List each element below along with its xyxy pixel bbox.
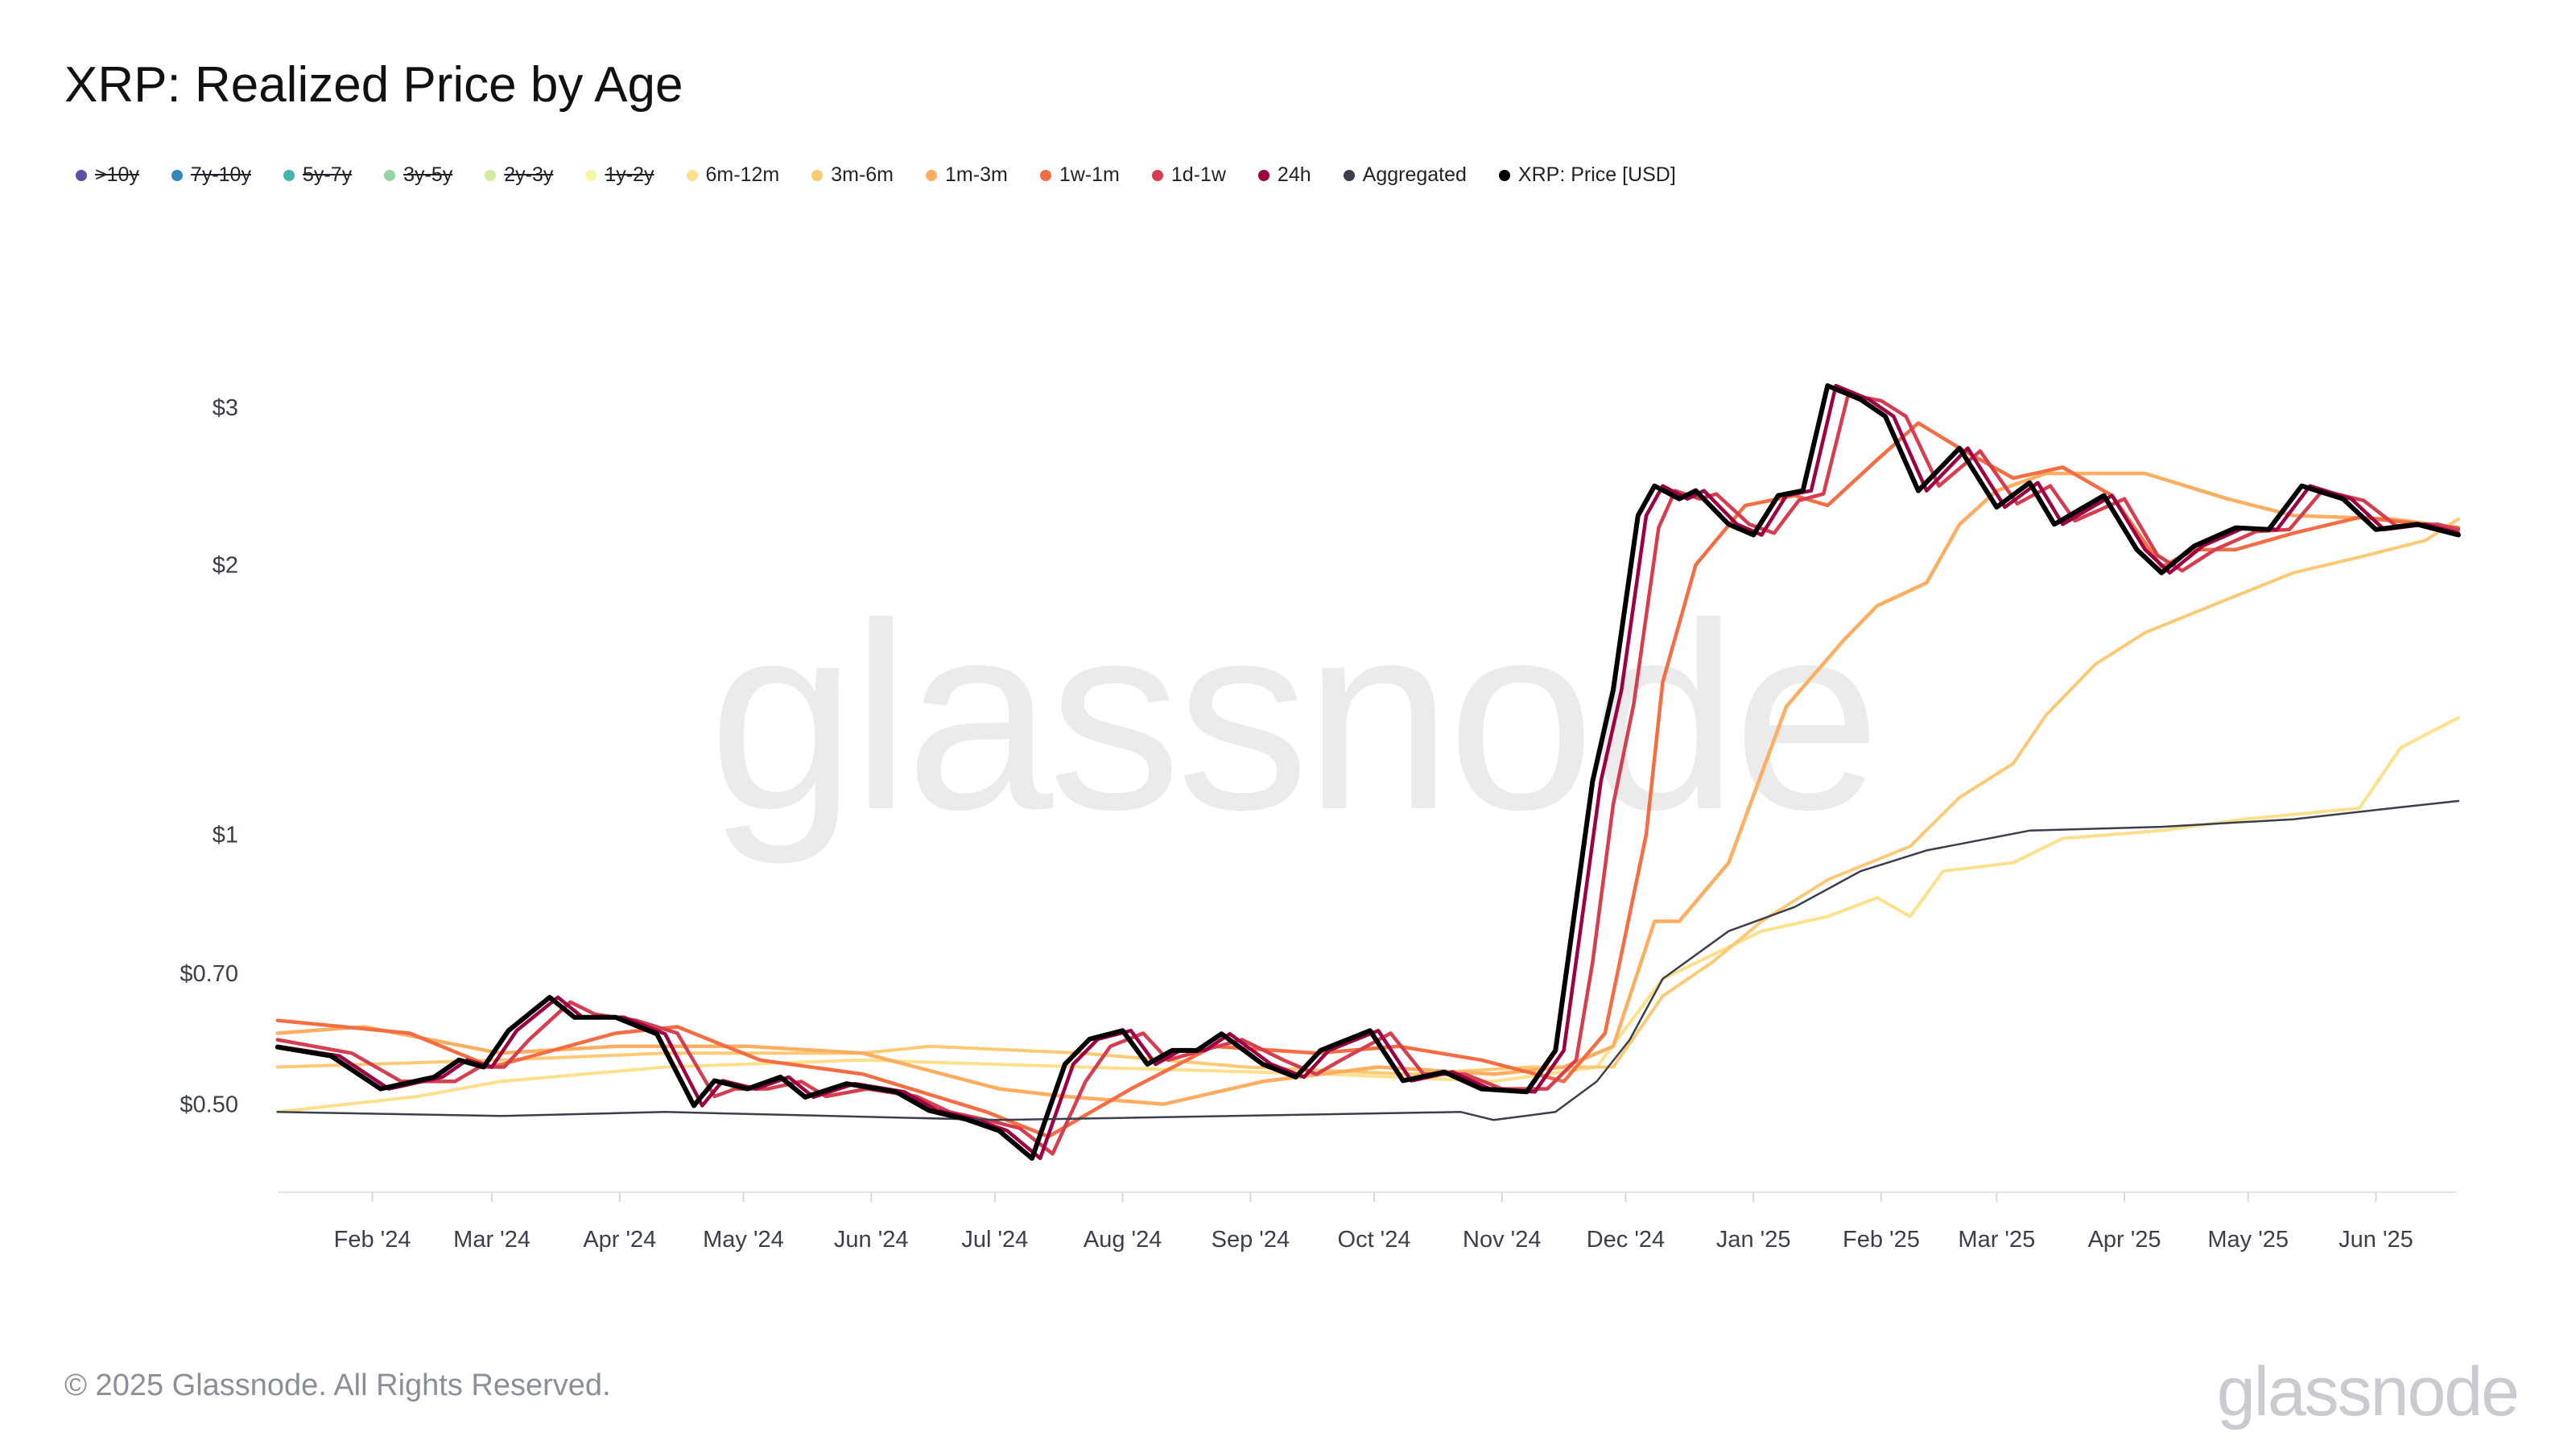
x-tick-label: Apr '25 — [2088, 1227, 2161, 1253]
legend-label: 6m-12m — [705, 163, 780, 186]
x-tick-label: Jun '24 — [834, 1227, 909, 1253]
legend-dot-icon — [283, 169, 295, 181]
x-tick-label: Feb '25 — [1843, 1227, 1920, 1253]
series-line-6m-12m — [275, 716, 2460, 1114]
watermark: glassnode — [708, 568, 1880, 865]
copyright-footer: © 2025 Glassnode. All Rights Reserved. — [64, 1368, 611, 1402]
legend-dot-icon — [384, 169, 396, 181]
series-line-1d-1w — [275, 392, 2461, 1156]
legend-dot-icon — [1498, 169, 1510, 181]
glassnode-logo: glassnode — [2216, 1353, 2520, 1430]
series-line-24h — [275, 383, 2461, 1161]
x-tick-label: Mar '24 — [453, 1227, 530, 1253]
series-line-3m-6m — [275, 517, 2460, 1076]
x-tick-label: Jul '24 — [961, 1227, 1028, 1253]
legend-dot-icon — [811, 169, 824, 181]
legend-label: 2y-3y — [504, 163, 554, 186]
legend-item[interactable]: 6m-12m — [686, 163, 780, 187]
legend-item[interactable]: 1m-3m — [926, 163, 1008, 187]
legend-dot-icon — [485, 169, 497, 181]
y-tick-label: $0.70 — [180, 961, 238, 987]
legend-item[interactable]: 3y-5y — [384, 163, 452, 187]
legend-item[interactable]: 5y-7y — [283, 163, 352, 187]
x-tick-label: Mar '25 — [1958, 1227, 2035, 1253]
x-tick-label: May '24 — [703, 1227, 784, 1253]
legend-dot-icon — [1039, 169, 1051, 181]
legend-item[interactable]: 1d-1w — [1151, 163, 1226, 187]
legend-item[interactable]: 1w-1m — [1039, 163, 1120, 187]
legend-label: XRP: Price [USD] — [1517, 163, 1676, 186]
legend-item[interactable]: 7y-10y — [171, 163, 251, 187]
x-tick-label: Dec '24 — [1587, 1227, 1665, 1253]
legend-label: 3m-6m — [831, 163, 894, 186]
legend-label: 1w-1m — [1059, 163, 1120, 186]
x-tick-label: Oct '24 — [1338, 1227, 1411, 1253]
legend-dot-icon — [686, 169, 698, 181]
legend: >10y 7y-10y 5y-7y 3y-5y 2y-3y 1y-2y 6m-12m 3m-6… — [76, 163, 1708, 187]
series-line-1m-3m — [275, 471, 2461, 1106]
legend-item[interactable]: 1y-2y — [585, 163, 654, 187]
legend-label: 24h — [1277, 163, 1311, 186]
y-tick-label: $0.50 — [180, 1092, 238, 1118]
legend-item[interactable]: 3m-6m — [811, 163, 894, 187]
legend-dot-icon — [76, 169, 87, 181]
legend-label: 5y-7y — [302, 163, 353, 186]
legend-dot-icon — [1151, 169, 1163, 181]
legend-dot-icon — [926, 169, 938, 181]
series-line-1w-1m — [275, 421, 2461, 1139]
y-tick-label: $2 — [213, 553, 238, 579]
legend-dot-icon — [171, 169, 183, 181]
x-tick-label: Aug '24 — [1084, 1227, 1162, 1253]
x-tick-label: Jun '25 — [2339, 1227, 2413, 1253]
legend-label: 1y-2y — [605, 163, 654, 186]
x-tick-label: May '25 — [2207, 1227, 2289, 1253]
legend-dot-icon — [585, 169, 597, 181]
x-tick-label: Sep '24 — [1212, 1227, 1290, 1253]
axes: $3 $2 $1 $0.70 $0.50 Feb '24 Mar '24 Apr '24 May… — [180, 395, 2457, 1253]
legend-label: 1m-3m — [945, 163, 1008, 186]
x-tick-label: Nov '24 — [1463, 1227, 1541, 1253]
series-line-aggregated — [276, 799, 2460, 1121]
x-tick-label: Feb '24 — [334, 1227, 411, 1253]
series-line-xrp-price-usd- — [275, 383, 2461, 1161]
legend-label: 3y-5y — [403, 163, 453, 186]
legend-item[interactable]: 24h — [1257, 163, 1311, 187]
legend-label: 1d-1w — [1170, 163, 1226, 186]
legend-item[interactable]: 2y-3y — [485, 163, 553, 187]
y-tick-label: $1 — [213, 823, 238, 848]
legend-item[interactable]: >10y — [76, 163, 139, 187]
legend-item[interactable]: Aggregated — [1343, 163, 1467, 187]
legend-label: Aggregated — [1362, 163, 1467, 186]
legend-label: >10y — [95, 163, 139, 186]
legend-dot-icon — [1257, 169, 1269, 181]
x-tick-label: Apr '24 — [583, 1227, 656, 1253]
legend-label: 7y-10y — [190, 163, 251, 186]
legend-dot-icon — [1343, 169, 1355, 181]
y-tick-label: $3 — [213, 395, 238, 421]
series-lines — [275, 383, 2461, 1161]
chart-title: XRP: Realized Price by Age — [64, 57, 683, 113]
x-tick-label: Jan '25 — [1716, 1227, 1791, 1253]
legend-item[interactable]: XRP: Price [USD] — [1498, 163, 1676, 187]
